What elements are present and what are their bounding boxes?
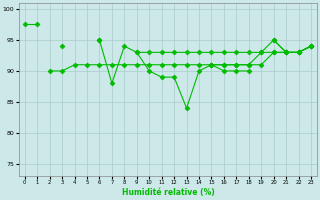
X-axis label: Humidité relative (%): Humidité relative (%) <box>122 188 214 197</box>
